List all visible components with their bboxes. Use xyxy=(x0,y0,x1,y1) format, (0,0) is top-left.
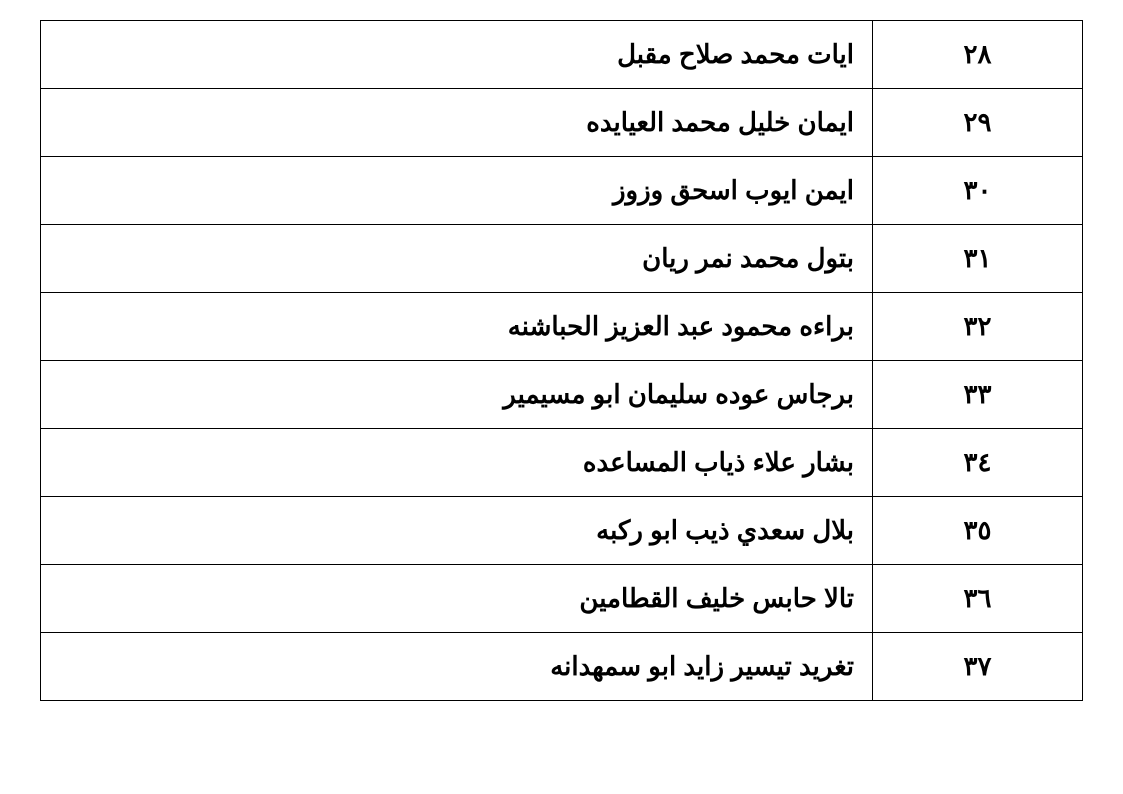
row-number: ٣٤ xyxy=(873,429,1083,497)
table-row: ٣١ بتول محمد نمر ريان xyxy=(41,225,1083,293)
table-row: ٣٥ بلال سعدي ذيب ابو ركبه xyxy=(41,497,1083,565)
row-name: تغريد تيسير زايد ابو سمهدانه xyxy=(41,633,873,701)
table-row: ٣٢ براءه محمود عبد العزيز الحباشنه xyxy=(41,293,1083,361)
row-name: بشار علاء ذياب المساعده xyxy=(41,429,873,497)
row-name: ايمن ايوب اسحق وزوز xyxy=(41,157,873,225)
row-number: ٣١ xyxy=(873,225,1083,293)
row-name: ايمان خليل محمد العيايده xyxy=(41,89,873,157)
row-number: ٣٠ xyxy=(873,157,1083,225)
table-row: ٣٦ تالا حابس خليف القطامين xyxy=(41,565,1083,633)
names-table-body: ٢٨ ايات محمد صلاح مقبل ٢٩ ايمان خليل محم… xyxy=(41,21,1083,701)
row-name: براءه محمود عبد العزيز الحباشنه xyxy=(41,293,873,361)
row-number: ٢٩ xyxy=(873,89,1083,157)
row-name: بتول محمد نمر ريان xyxy=(41,225,873,293)
table-row: ٣٠ ايمن ايوب اسحق وزوز xyxy=(41,157,1083,225)
names-table-container: ٢٨ ايات محمد صلاح مقبل ٢٩ ايمان خليل محم… xyxy=(40,20,1083,701)
row-number: ٢٨ xyxy=(873,21,1083,89)
row-name: تالا حابس خليف القطامين xyxy=(41,565,873,633)
row-number: ٣٦ xyxy=(873,565,1083,633)
row-name: برجاس عوده سليمان ابو مسيمير xyxy=(41,361,873,429)
names-table: ٢٨ ايات محمد صلاح مقبل ٢٩ ايمان خليل محم… xyxy=(40,20,1083,701)
row-number: ٣٧ xyxy=(873,633,1083,701)
table-row: ٢٨ ايات محمد صلاح مقبل xyxy=(41,21,1083,89)
row-name: بلال سعدي ذيب ابو ركبه xyxy=(41,497,873,565)
table-row: ٢٩ ايمان خليل محمد العيايده xyxy=(41,89,1083,157)
row-number: ٣٥ xyxy=(873,497,1083,565)
row-number: ٣٣ xyxy=(873,361,1083,429)
row-number: ٣٢ xyxy=(873,293,1083,361)
table-row: ٣٤ بشار علاء ذياب المساعده xyxy=(41,429,1083,497)
table-row: ٣٧ تغريد تيسير زايد ابو سمهدانه xyxy=(41,633,1083,701)
row-name: ايات محمد صلاح مقبل xyxy=(41,21,873,89)
table-row: ٣٣ برجاس عوده سليمان ابو مسيمير xyxy=(41,361,1083,429)
